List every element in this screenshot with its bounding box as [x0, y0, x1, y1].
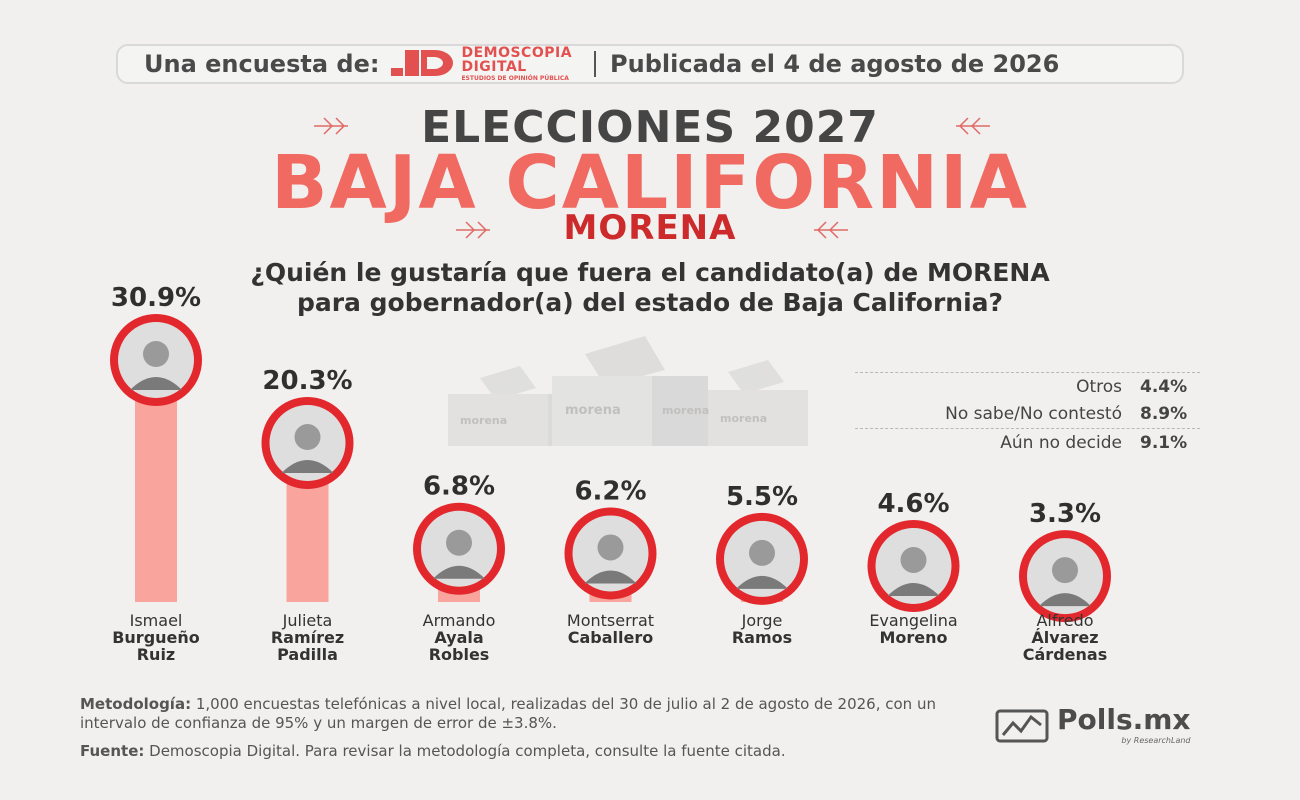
avatar-shoulders	[130, 377, 182, 390]
ballot-label-1: morena	[460, 414, 507, 427]
candidate-name: Jorge	[741, 611, 783, 630]
avatar-head	[1052, 557, 1078, 584]
avatar-head	[294, 424, 321, 451]
logo-tagline: ESTUDIOS DE OPINIÓN PÚBLICA	[461, 75, 569, 82]
candidate-name: Caballero	[568, 628, 654, 647]
value-label: 5.5%	[726, 482, 798, 512]
value-label: 6.8%	[423, 472, 495, 502]
brand-name: Polls.mx	[1057, 703, 1191, 736]
ballot-label-4: morena	[720, 412, 767, 425]
avatar-head	[900, 546, 927, 573]
candidate-name: Armando	[423, 611, 496, 630]
avatar-shoulders	[736, 575, 788, 589]
avatar-shoulders	[433, 565, 485, 579]
question-line-2: para gobernador(a) del estado de Baja Ca…	[296, 288, 1004, 317]
title-party: MORENA	[563, 208, 737, 248]
candidate-name: Alfredo	[1036, 611, 1093, 630]
arrow-deco-right-top	[956, 117, 990, 135]
methodology-text: 1,000 encuestas telefónicas a nivel loca…	[80, 695, 936, 732]
avatar-head	[446, 529, 472, 556]
others-label: Aún no decide	[1000, 432, 1122, 453]
candidate-name: Padilla	[277, 645, 338, 664]
demoscopia-logo: DEMOSCOPIA DIGITAL ESTUDIOS DE OPINIÓN P…	[391, 46, 572, 82]
header-bar: Una encuesta de: DEMOSCOPIA DIGITAL ESTU…	[116, 44, 1184, 84]
candidate-name: Ruiz	[137, 645, 176, 664]
avatar-head	[749, 539, 775, 566]
arrow-deco-right-bottom	[814, 221, 848, 239]
header-separator	[594, 51, 597, 77]
logo-line-1: DEMOSCOPIA	[461, 45, 573, 61]
value-label: 3.3%	[1029, 499, 1101, 529]
publish-date: Publicada el 4 de agosto de 2026	[610, 50, 1060, 78]
candidate-name: Ramos	[732, 628, 792, 647]
ballot-label-3: morena	[662, 404, 709, 417]
candidate-name: Julieta	[282, 611, 333, 630]
candidate-name: Montserrat	[567, 611, 654, 630]
candidate-name: Ismael	[130, 611, 183, 630]
value-label: 4.6%	[877, 489, 949, 519]
candidate-name: Ramírez	[271, 628, 344, 647]
others-row: Otros 4.4%	[855, 372, 1200, 400]
candidate-name: Cárdenas	[1023, 645, 1107, 664]
avatar-head	[143, 341, 169, 367]
brand-tagline: by ResearchLand	[1121, 736, 1191, 745]
polls-mx-brand: Polls.mx by ResearchLand	[995, 706, 1191, 745]
candidate-name: Robles	[429, 645, 490, 664]
others-value: 9.1%	[1140, 432, 1188, 453]
question-line-1: ¿Quién le gustaría que fuera el candidat…	[250, 258, 1050, 287]
title-elecciones: ELECCIONES 2027	[421, 102, 879, 153]
ballot-boxes-illustration: morena morena morena morena	[448, 336, 808, 446]
candidate-name: Moreno	[879, 628, 947, 647]
title-state: BAJA CALIFORNIA	[271, 140, 1029, 226]
others-table: Otros 4.4% No sabe/No contestó 8.9% Aún …	[855, 372, 1200, 456]
demoscopia-logo-icon	[391, 50, 454, 76]
avatar-shoulders	[281, 460, 334, 474]
avatar-head	[597, 534, 624, 561]
candidate-name: Álvarez	[1031, 628, 1098, 647]
arrow-deco-left-top	[314, 117, 348, 135]
source-text: Demoscopia Digital. Para revisar la meto…	[144, 742, 786, 760]
chart-logo-icon	[995, 709, 1049, 742]
source-note: Fuente: Demoscopia Digital. Para revisar…	[80, 742, 786, 760]
avatar-shoulders	[584, 570, 637, 584]
survey-question: ¿Quién le gustaría que fuera el candidat…	[0, 258, 1300, 318]
logo-line-2: DIGITAL	[461, 59, 527, 75]
others-label: Otros	[1076, 376, 1122, 397]
others-value: 4.4%	[1140, 376, 1188, 397]
value-label: 20.3%	[262, 366, 352, 396]
candidate-name: Ayala	[434, 628, 483, 647]
candidate-name: Burgueño	[112, 628, 200, 647]
others-value: 8.9%	[1140, 404, 1188, 424]
others-row: No sabe/No contestó 8.9%	[855, 400, 1200, 428]
value-label: 6.2%	[574, 476, 646, 506]
value-label: 30.9%	[111, 283, 201, 313]
candidate-name: Evangelina	[869, 611, 957, 630]
source-label: Fuente:	[80, 742, 145, 760]
methodology-label: Metodología:	[80, 695, 192, 713]
others-row: Aún no decide 9.1%	[855, 428, 1200, 456]
ballot-label-2: morena	[565, 403, 621, 418]
header-intro: Una encuesta de:	[144, 50, 380, 78]
arrow-deco-left-bottom	[456, 221, 490, 239]
avatar-shoulders	[1039, 593, 1091, 607]
methodology-note: Metodología: 1,000 encuestas telefónicas…	[80, 695, 940, 733]
avatar-shoulders	[887, 582, 940, 596]
others-label: No sabe/No contestó	[945, 404, 1122, 424]
